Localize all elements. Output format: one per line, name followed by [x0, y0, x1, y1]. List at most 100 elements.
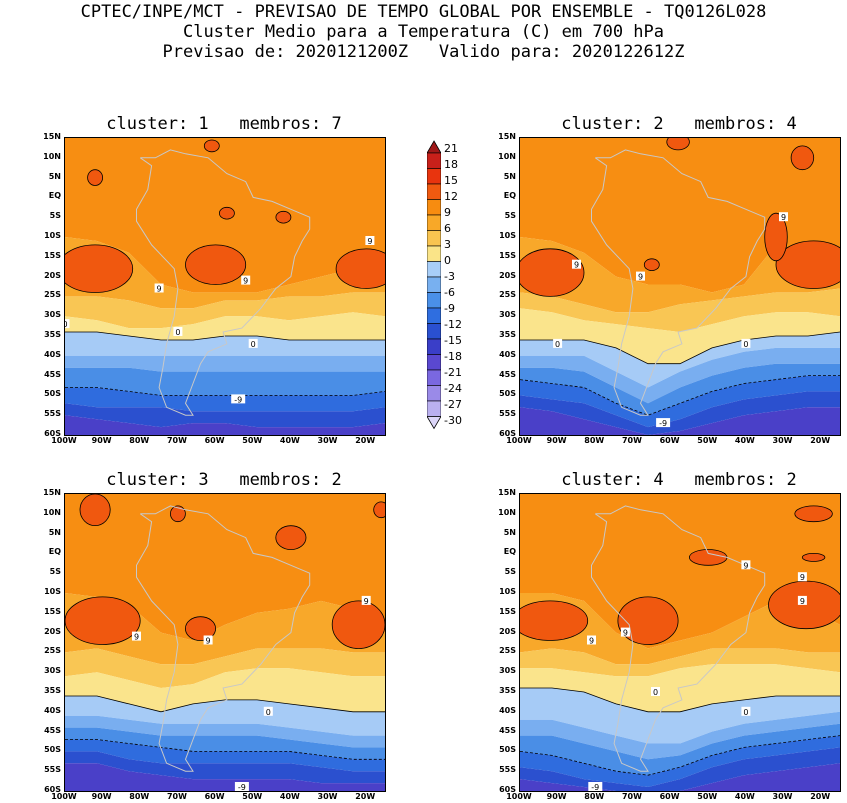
lat-label: 50S — [499, 389, 516, 399]
colorbar-segment — [426, 307, 442, 324]
warm-core — [373, 501, 385, 519]
lon-label: 20W — [355, 436, 376, 445]
header-line-3: Previsao de: 2020121200Z Valido para: 20… — [162, 42, 685, 62]
lon-label: 90W — [546, 792, 567, 801]
contour-label: 9 — [636, 271, 645, 282]
lat-label: 15N — [43, 132, 61, 141]
colorbar-label: -6 — [444, 285, 455, 299]
colorbar-segment — [426, 400, 442, 417]
lon-label: 30W — [317, 436, 338, 445]
lat-label: 5N — [503, 527, 516, 537]
colorbar-segment — [426, 214, 442, 231]
lat-label: 5N — [48, 171, 61, 181]
panel-title-4: cluster: 4 membros: 2 — [561, 470, 797, 490]
lat-label: EQ — [48, 547, 61, 557]
warm-core — [170, 505, 186, 523]
lat-label: 10S — [499, 231, 516, 240]
contour-label: 0 — [741, 338, 751, 349]
lon-label: 50W — [697, 436, 718, 445]
lon-label: 70W — [621, 436, 642, 445]
lat-label: 60S — [499, 429, 516, 438]
contour-label: 9 — [203, 635, 213, 646]
colorbar-segment — [426, 152, 442, 169]
warm-core — [203, 139, 220, 153]
colorbar-label: 12 — [444, 190, 458, 204]
colorbar-label: 0 — [444, 254, 451, 268]
warm-core — [666, 138, 690, 151]
lat-label: 15N — [498, 488, 516, 497]
lon-label: 100W — [51, 792, 77, 801]
lon-label: 70W — [166, 436, 187, 445]
warm-core — [185, 616, 217, 641]
warm-core — [65, 596, 141, 645]
lat-label: 55S — [44, 765, 61, 775]
colorbar-label: -18 — [444, 349, 462, 363]
warm-core — [275, 525, 307, 550]
svg-text:-9: -9 — [659, 419, 667, 428]
lat-label: 45S — [499, 725, 516, 735]
warm-core — [520, 248, 585, 297]
lon-label: 90W — [91, 436, 112, 445]
svg-text:0: 0 — [266, 708, 271, 717]
contour-label: 0 — [263, 706, 273, 717]
lon-label: 40W — [279, 436, 300, 445]
lat-label: 45S — [499, 369, 516, 379]
lat-label: EQ — [503, 547, 516, 557]
svg-text:9: 9 — [781, 213, 786, 222]
lon-label: 40W — [279, 792, 300, 801]
lat-label: 10S — [44, 231, 61, 240]
lon-label: 80W — [129, 792, 150, 801]
colorbar-label: 21 — [444, 142, 458, 156]
lat-label: 10S — [499, 587, 516, 596]
svg-text:9: 9 — [574, 261, 579, 270]
warm-core — [65, 244, 134, 293]
colorbar-segment — [426, 354, 442, 371]
lon-label: 20W — [810, 792, 831, 801]
map-panel-1: 9 9 9 0 0 0 -9 — [64, 137, 386, 436]
colorbar-label: -3 — [444, 270, 455, 283]
svg-text:9: 9 — [638, 273, 643, 282]
lat-label: 55S — [499, 409, 516, 419]
lon-label: 60W — [659, 436, 680, 445]
warm-core — [335, 248, 385, 289]
contour-label: 9 — [797, 595, 807, 606]
lon-label: 40W — [734, 792, 755, 801]
colorbar-segment — [426, 369, 442, 386]
contour-label: 9 — [241, 275, 251, 286]
lat-label: 35S — [44, 330, 61, 339]
colorbar-segment — [426, 276, 442, 293]
lat-label: 5S — [49, 211, 61, 221]
contour-label: 9 — [572, 259, 581, 270]
lat-label: 5N — [503, 171, 516, 181]
contour-label: 0 — [553, 338, 563, 349]
lat-label: 10N — [43, 151, 61, 161]
lat-label: 35S — [499, 686, 516, 695]
lon-label: 60W — [204, 436, 225, 445]
panel-title-3: cluster: 3 membros: 2 — [106, 470, 342, 490]
lat-label: 45S — [44, 369, 61, 379]
lat-label: 5N — [48, 527, 61, 537]
lat-label: 35S — [44, 686, 61, 695]
colorbar-label: 3 — [444, 238, 451, 252]
svg-text:9: 9 — [800, 573, 805, 582]
lat-label: 30S — [499, 666, 516, 676]
lat-label: 15S — [44, 606, 61, 616]
colorbar-label: -30 — [444, 413, 462, 427]
contour-label: 0 — [248, 338, 258, 349]
panel-title-1: cluster: 1 membros: 7 — [106, 114, 342, 134]
svg-text:9: 9 — [243, 277, 248, 286]
colorbar-segment — [426, 168, 442, 185]
map-panel-2: 9 9 9 0 0 -9 — [519, 137, 841, 436]
warm-core — [764, 212, 788, 262]
lat-label: 5S — [504, 211, 516, 221]
contour-label: 9 — [361, 595, 371, 606]
contour-label: 9 — [797, 572, 807, 582]
lon-label: 70W — [166, 792, 187, 801]
lat-label: 45S — [44, 725, 61, 735]
warm-core — [218, 206, 235, 220]
colorbar-segment — [426, 230, 442, 247]
svg-text:-9: -9 — [591, 783, 599, 791]
contour-label: 9 — [779, 212, 788, 222]
lat-label: 60S — [44, 785, 61, 794]
lat-label: 15S — [499, 250, 516, 260]
